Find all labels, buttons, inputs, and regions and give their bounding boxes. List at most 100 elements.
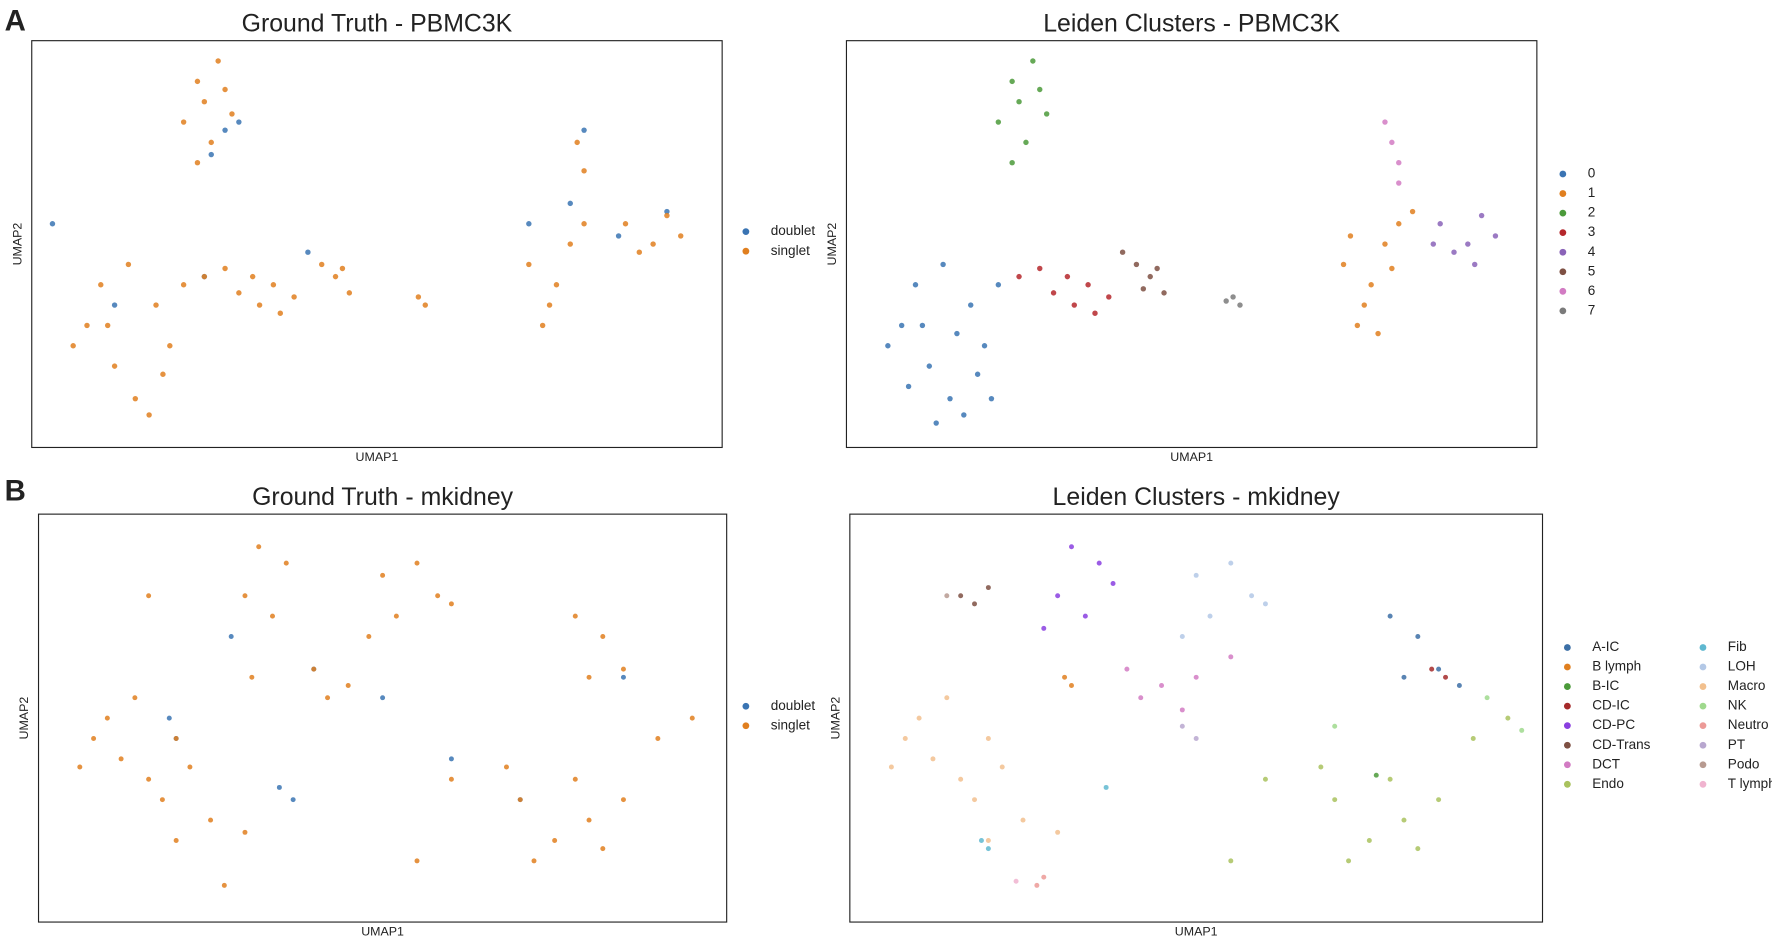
point [291, 294, 297, 300]
point [1207, 613, 1213, 619]
point [1382, 119, 1388, 125]
point [1415, 634, 1421, 639]
legend-label: doublet [771, 698, 816, 713]
point [650, 241, 656, 247]
chart-title: Leiden Clusters - mkidney [1053, 484, 1341, 511]
point [221, 882, 227, 888]
point [985, 837, 991, 843]
point [305, 249, 311, 255]
point [1050, 290, 1057, 296]
point [1332, 797, 1338, 803]
point [600, 846, 606, 852]
legend-label: singlet [771, 717, 810, 732]
point [290, 797, 296, 803]
point [448, 756, 454, 762]
point [222, 86, 228, 93]
legend-marker [1699, 663, 1707, 671]
point [586, 817, 592, 823]
point [620, 666, 626, 672]
point [380, 695, 386, 701]
point [912, 282, 919, 288]
point [125, 261, 132, 268]
point [620, 797, 626, 803]
point [276, 784, 282, 790]
point [1103, 784, 1109, 790]
point [572, 613, 578, 619]
legend-label: B-IC [1592, 678, 1619, 693]
legend-label: 4 [1588, 244, 1596, 259]
point [947, 395, 953, 402]
legend-marker [1699, 644, 1707, 651]
legend-label: A-IC [1592, 639, 1619, 654]
point [111, 363, 118, 369]
point [173, 837, 179, 843]
axes-frame [31, 40, 723, 449]
point [1443, 674, 1449, 680]
legend-label: LOH [1728, 659, 1756, 674]
point [1519, 727, 1525, 733]
point [98, 282, 104, 288]
point [1138, 695, 1144, 701]
y-axis-label: UMAP2 [829, 697, 843, 740]
legend-label: CD-Trans [1592, 737, 1650, 752]
point [988, 395, 995, 402]
point [159, 797, 165, 803]
point [581, 168, 587, 174]
point [118, 756, 124, 762]
point [194, 78, 201, 85]
legend-label: 6 [1588, 283, 1596, 298]
point [1429, 666, 1435, 672]
point [1009, 78, 1015, 85]
point [84, 322, 90, 329]
point [1037, 265, 1043, 272]
point [615, 233, 622, 239]
point [622, 221, 629, 227]
point [1069, 682, 1074, 688]
point [1062, 674, 1068, 680]
point [1228, 858, 1234, 864]
point [1133, 261, 1140, 268]
point [1396, 180, 1402, 186]
point [539, 322, 546, 329]
legend-label: Endo [1592, 776, 1624, 791]
legend-label: Podo [1728, 756, 1760, 771]
point [655, 736, 661, 741]
point [311, 666, 317, 672]
point [380, 572, 386, 578]
legend-marker [1559, 229, 1567, 237]
legend-label: CD-PC [1592, 717, 1635, 732]
point [346, 290, 353, 296]
point [256, 544, 262, 550]
point [1470, 736, 1476, 741]
point [1096, 560, 1102, 566]
point [1375, 330, 1381, 337]
point [1119, 249, 1126, 255]
point [1396, 221, 1402, 227]
point [435, 593, 441, 599]
point [905, 383, 912, 390]
point [201, 273, 208, 280]
point [187, 764, 193, 770]
point [277, 310, 284, 316]
point [201, 98, 208, 105]
point [1124, 666, 1130, 672]
point [1071, 302, 1077, 308]
point [249, 273, 256, 280]
point [1016, 273, 1022, 280]
point [995, 282, 1002, 288]
point [572, 776, 578, 782]
legend-marker [1699, 722, 1707, 730]
point [1361, 302, 1367, 308]
point [995, 119, 1002, 125]
point [1478, 212, 1485, 219]
point [552, 837, 558, 843]
panel-label: A [5, 4, 26, 37]
y-axis-label: UMAP2 [825, 223, 839, 266]
legend-marker [1563, 663, 1571, 671]
point [1092, 310, 1098, 316]
point [636, 249, 643, 255]
point [1401, 817, 1407, 823]
point [104, 322, 111, 329]
point [546, 302, 553, 308]
point [517, 797, 523, 803]
